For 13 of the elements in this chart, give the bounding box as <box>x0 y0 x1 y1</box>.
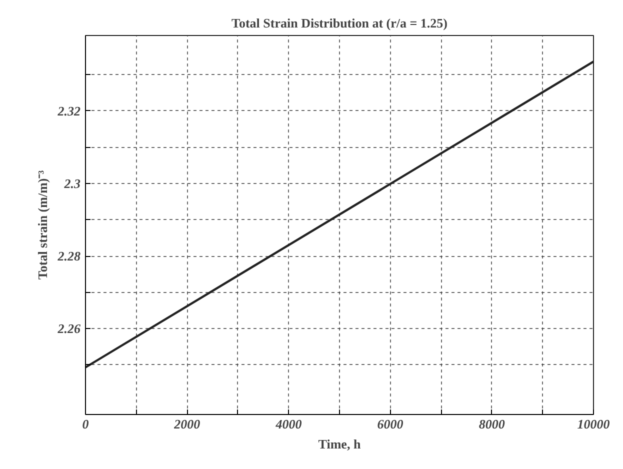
x-tick-label: 10000 <box>577 416 610 432</box>
x-tick-label: 2000 <box>173 416 201 432</box>
y-axis-title: Total strain (m/m)⁻³ <box>34 170 50 280</box>
x-tick-label: 4000 <box>274 416 302 432</box>
x-tick-label: 8000 <box>478 416 506 432</box>
y-tick-label: 2.26 <box>56 321 81 336</box>
y-tick-label: 2.32 <box>56 103 81 118</box>
x-axis-title: Time, h <box>318 436 362 452</box>
y-tick-label: 2.28 <box>56 248 81 264</box>
chart-title: Total Strain Distribution at (r/a = 1.25) <box>231 16 448 30</box>
y-tick-label: 2.3 <box>63 176 81 191</box>
x-tick-label: 0 <box>82 416 90 432</box>
x-tick-label: 6000 <box>377 416 404 432</box>
